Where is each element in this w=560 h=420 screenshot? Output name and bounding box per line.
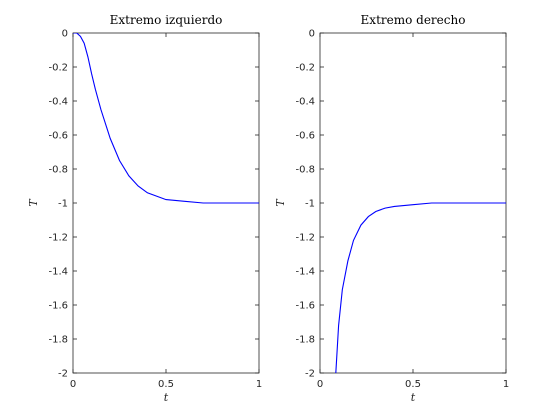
- y-tick-label: -1.4: [48, 267, 68, 278]
- x-tick-label: 1: [256, 379, 262, 390]
- y-tick-label: 0: [309, 29, 315, 40]
- x-tick-label: 0.5: [158, 379, 174, 390]
- x-axis-label: t: [411, 391, 416, 404]
- y-tick-label: -0.8: [48, 165, 68, 176]
- y-tick-label: -1.6: [48, 301, 68, 312]
- x-tick-label: 1: [503, 379, 509, 390]
- y-tick-label: -0.6: [48, 131, 68, 142]
- chart-title: Extremo derecho: [361, 13, 466, 27]
- y-tick-label: -1.2: [295, 233, 315, 244]
- series-line: [335, 202, 506, 373]
- y-axis-label: T: [274, 198, 287, 207]
- series-line: [73, 33, 259, 204]
- y-tick-label: -1.2: [48, 233, 68, 244]
- right-end-panel: 0-0.2-0.4-0.6-0.8-1-1.2-1.4-1.6-1.8-20 0.…: [274, 13, 509, 404]
- y-tick-label: -0.8: [295, 165, 315, 176]
- y-tick-label: -1: [58, 199, 68, 210]
- y-tick-label: -0.4: [295, 97, 315, 108]
- y-axis-label: T: [27, 198, 40, 207]
- y-tick-label: -1.8: [48, 335, 68, 346]
- x-tick-label: 0: [317, 379, 323, 390]
- y-tick-label: 0: [62, 29, 68, 40]
- x-tick-label: 0: [70, 379, 76, 390]
- y-tick-label: -1.6: [295, 301, 315, 312]
- y-tick-label: -2: [305, 369, 315, 380]
- y-tick-label: -0.2: [48, 63, 68, 74]
- y-tick-label: -0.4: [48, 97, 68, 108]
- left-end-panel: 0-0.2-0.4-0.6-0.8-1-1.2-1.4-1.6-1.8-20 0.…: [27, 13, 262, 404]
- y-tick-label: -0.2: [295, 63, 315, 74]
- y-tick-label: -1.4: [295, 267, 315, 278]
- chart-title: Extremo izquierdo: [110, 13, 223, 27]
- y-tick-label: -2: [58, 369, 68, 380]
- y-tick-label: -1.8: [295, 335, 315, 346]
- x-tick-label: 0.5: [405, 379, 421, 390]
- y-tick-label: -0.6: [295, 131, 315, 142]
- x-axis-label: t: [164, 391, 169, 404]
- y-tick-label: -1: [305, 199, 315, 210]
